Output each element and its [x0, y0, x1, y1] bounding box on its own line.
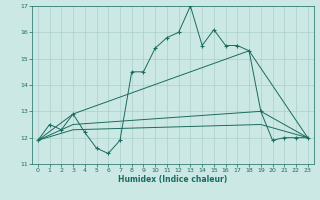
- X-axis label: Humidex (Indice chaleur): Humidex (Indice chaleur): [118, 175, 228, 184]
